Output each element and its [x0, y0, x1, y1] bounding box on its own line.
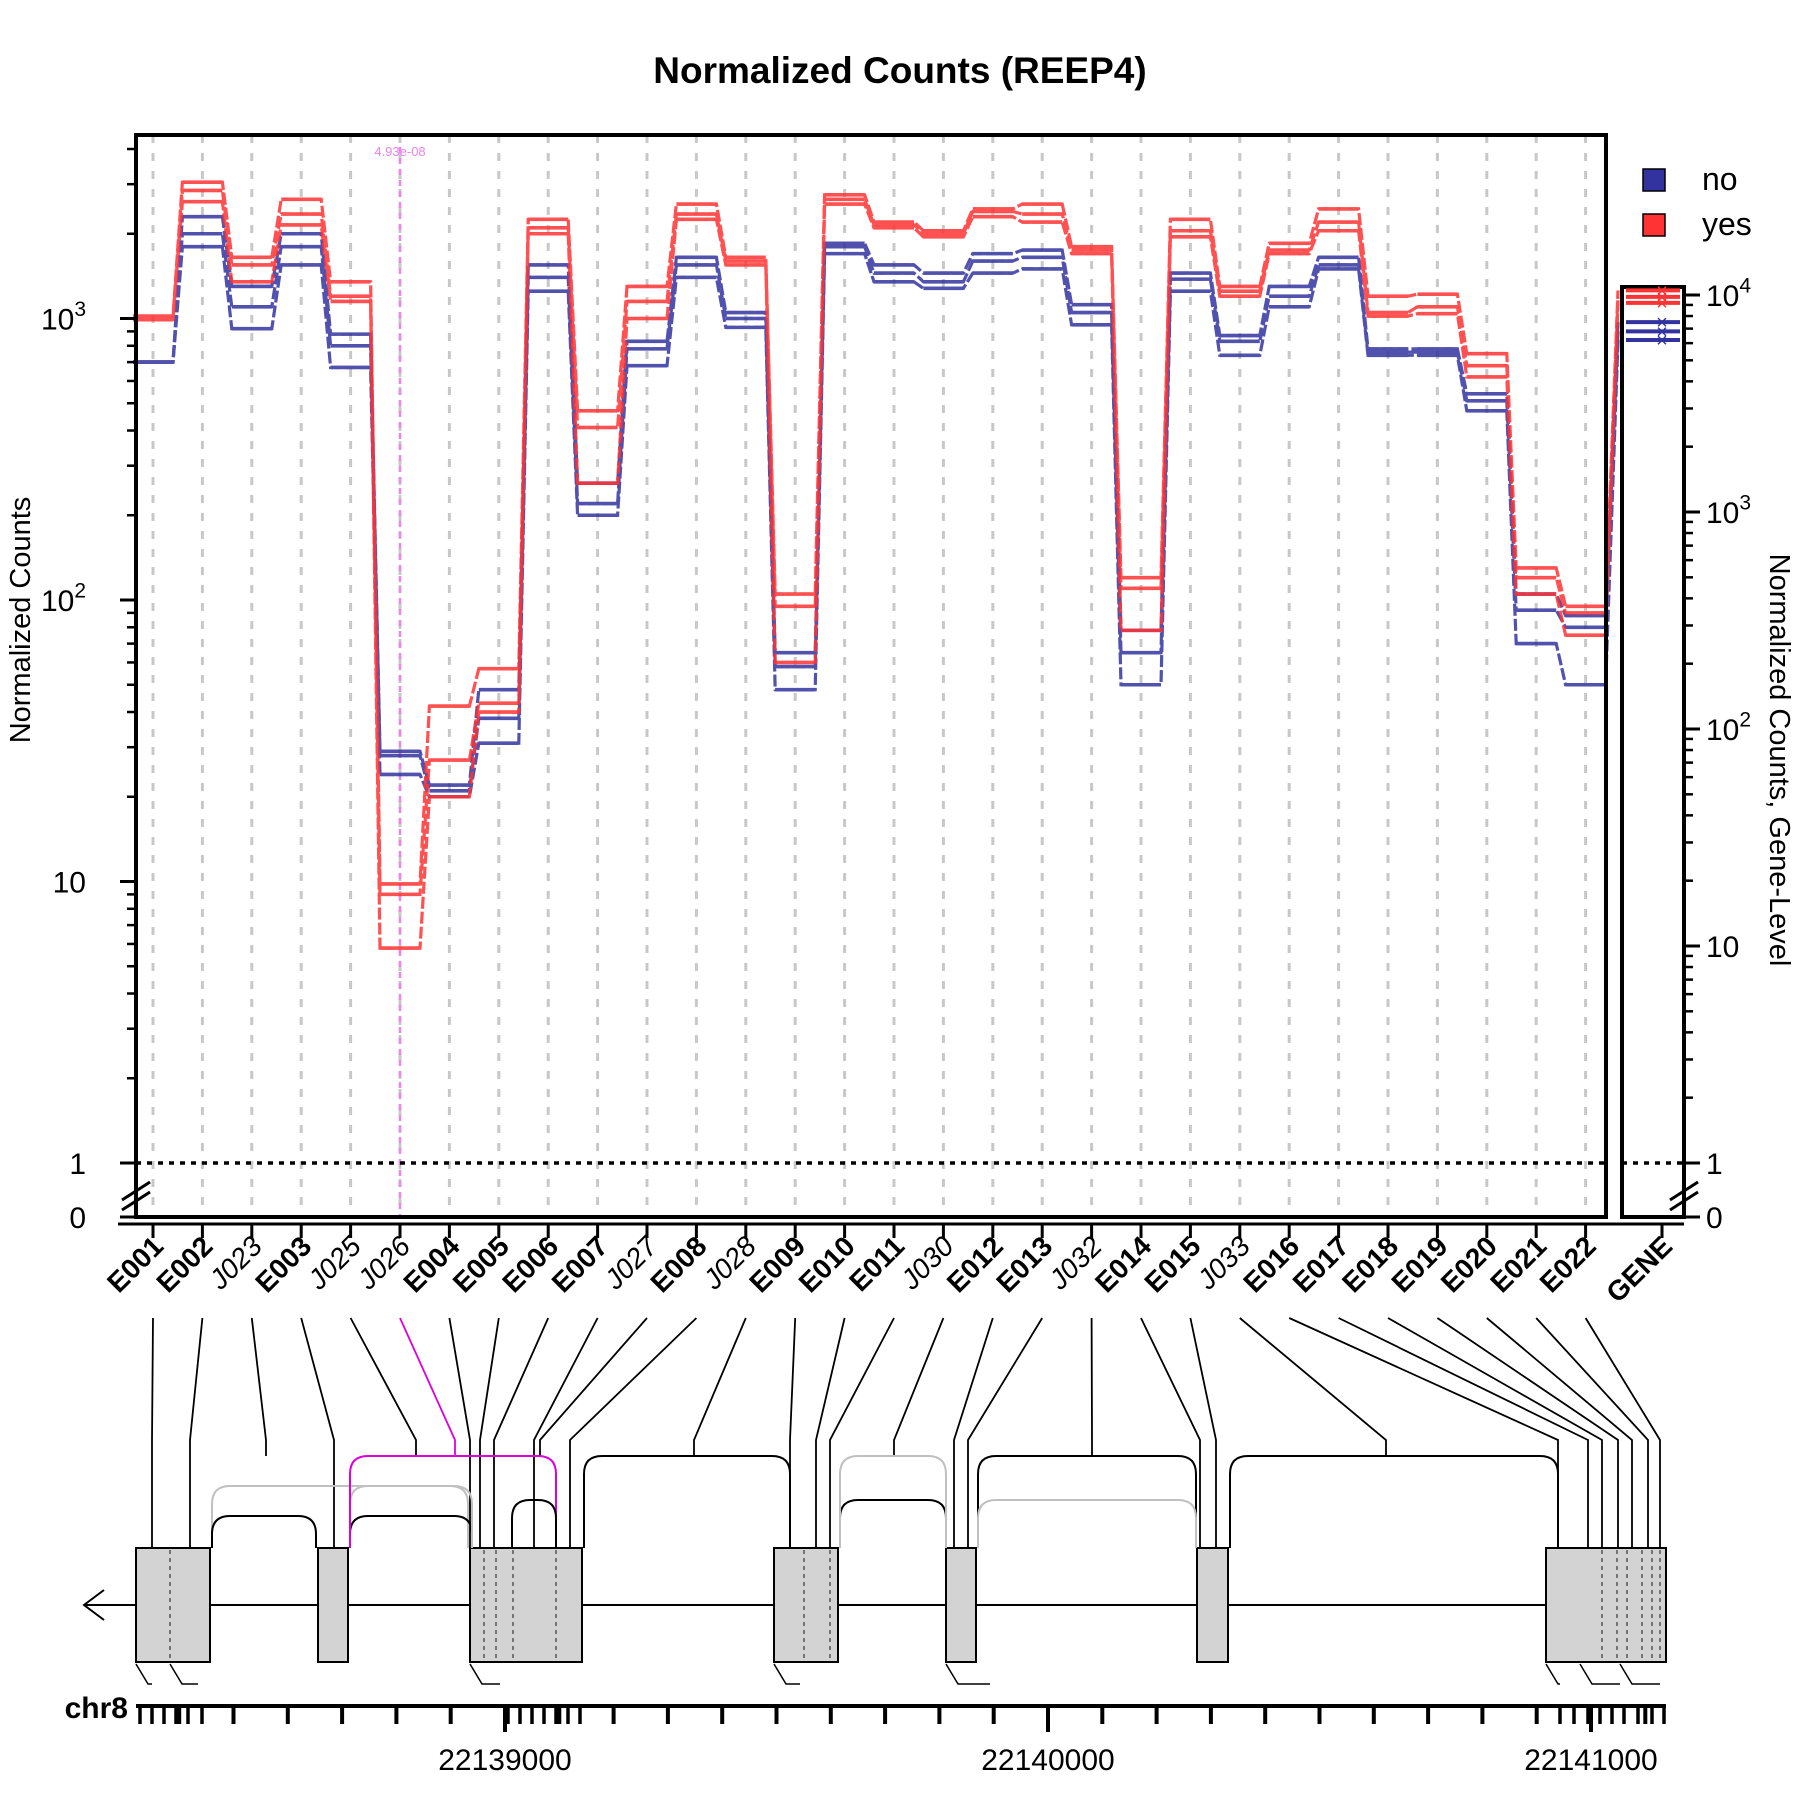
y-right-tick-label: 10: [1706, 931, 1739, 964]
gene-level-marker-no: ×: [1656, 321, 1668, 343]
gene-level-marker-yes: ×: [1656, 287, 1668, 309]
y-tick-label: 102: [41, 580, 86, 619]
exon-axis-mapper: [1545, 1663, 1560, 1685]
genomic-tick-label: 22141000: [1524, 1744, 1657, 1777]
y-axis-label-right: Normalized Counts, Gene-Level: [1763, 554, 1795, 967]
series-yes: [133, 180, 1620, 950]
gene-model-track: chr8 22139000 22140000 22141000: [65, 1455, 1667, 1777]
connector-e002: [189, 1317, 204, 1548]
connector-e013: [967, 1317, 1043, 1548]
legend-label-yes: yes: [1702, 206, 1752, 242]
plot-frame: [134, 133, 1608, 1219]
gene-panel-frame: [1620, 285, 1686, 1219]
legend: no yes: [1642, 161, 1752, 242]
y-tick-label: 0: [69, 1202, 86, 1235]
junction-arc-j033: [1229, 1455, 1559, 1548]
y-tick-label: 10: [53, 867, 86, 900]
connector-e001: [151, 1317, 154, 1548]
connector-e010: [815, 1317, 846, 1548]
legend-swatch-no: [1642, 168, 1666, 192]
axis-break-mark-right: [1669, 1190, 1699, 1212]
connector-e020: [1486, 1317, 1633, 1548]
connector-e011: [829, 1317, 895, 1548]
connector-j028: [693, 1317, 747, 1456]
connector-j030: [893, 1317, 945, 1456]
connector-e015: [1189, 1317, 1217, 1548]
gene-level-marker-no: ×: [1656, 330, 1668, 352]
exon-block-2: [317, 1547, 349, 1663]
junction-arc-e013-e014: [977, 1499, 1197, 1548]
y-right-tick-label: 0: [1706, 1202, 1723, 1235]
junction-arc-j028: [583, 1455, 791, 1548]
axis-break-mark: [121, 1180, 151, 1202]
gene-level-marker-yes: ×: [1656, 293, 1668, 315]
y-right-tick-label: 1: [1706, 1148, 1723, 1181]
y-right-tick-label: 102: [1706, 709, 1751, 748]
connector-e006: [493, 1317, 550, 1548]
chromosome-label: chr8: [65, 1692, 128, 1725]
gene-level-marker-no: ×: [1656, 312, 1668, 334]
exon-block-5: [945, 1547, 977, 1663]
exon-axis-mapper: [773, 1663, 800, 1685]
legend-label-no: no: [1702, 161, 1738, 197]
y-right-tick-label: 103: [1706, 492, 1751, 531]
exon-axis-mapper: [135, 1663, 152, 1685]
connector-j027: [539, 1317, 648, 1456]
main-plot-panel: 4.93e-08 0 1 10 102 103: [41, 133, 1620, 1235]
connector-e007: [533, 1317, 599, 1548]
connector-j026: [399, 1317, 456, 1456]
exon-block-4: [773, 1547, 839, 1663]
legend-swatch-yes: [1642, 213, 1666, 237]
genomic-tick-label: 22140000: [981, 1744, 1114, 1777]
exon-axis-mapper: [169, 1663, 198, 1685]
junction-arc-e006-e007: [511, 1499, 557, 1548]
connector-e022: [1584, 1317, 1661, 1548]
connector-e019: [1436, 1317, 1619, 1548]
axis-break-mark: [121, 1190, 151, 1212]
exon-block-6: [1196, 1547, 1229, 1663]
significance-label: 4.93e-08: [374, 144, 425, 159]
y-tick-label: 103: [41, 298, 86, 337]
junction-arc-j023: [211, 1485, 469, 1548]
connector-e018: [1387, 1317, 1603, 1548]
connector-e008: [569, 1317, 698, 1548]
exon-axis-mapper: [1619, 1663, 1660, 1685]
junction-arc-j026: [349, 1455, 557, 1548]
connector-j033: [1239, 1317, 1387, 1456]
connector-e012: [953, 1317, 994, 1548]
connector-e004: [448, 1317, 471, 1548]
gene-level-marker-yes: ×: [1656, 280, 1668, 302]
connector-j025: [349, 1317, 417, 1456]
exon-axis-mapper: [945, 1663, 990, 1685]
junction-arc-j030: [839, 1455, 947, 1548]
exon-block-3: [469, 1547, 583, 1663]
axis-break-mark-right: [1669, 1180, 1699, 1202]
connector-e005: [479, 1317, 500, 1548]
exon-axis-mapper: [469, 1663, 500, 1685]
y-axis-label: Normalized Counts: [5, 497, 37, 744]
genomic-tick-label: 22139000: [438, 1744, 571, 1777]
exon-axis-mapper: [1579, 1663, 1620, 1685]
connector-e014: [1140, 1317, 1201, 1548]
strand-arrow-icon: [82, 1589, 105, 1621]
connector-e003: [300, 1317, 335, 1548]
connector-j023: [250, 1317, 267, 1456]
chart-title: Normalized Counts (REEP4): [653, 50, 1146, 91]
exon-block-1: [135, 1547, 211, 1663]
junction-arc-j032: [977, 1455, 1197, 1548]
y-right-tick-label: 104: [1706, 275, 1751, 314]
y-tick-label: 1: [69, 1148, 86, 1181]
connector-e021: [1535, 1317, 1649, 1548]
connector-e017: [1338, 1317, 1589, 1548]
exon-block-7: [1545, 1547, 1667, 1663]
junction-arc-e002-e003: [211, 1515, 317, 1548]
